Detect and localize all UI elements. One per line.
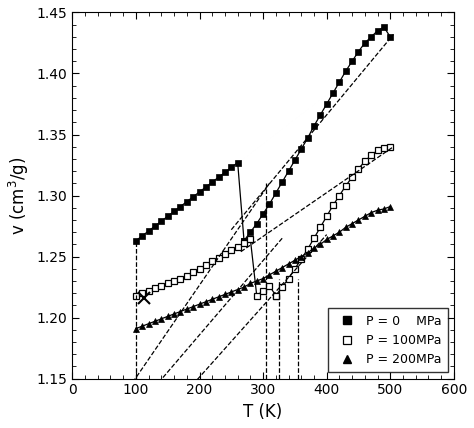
Y-axis label: v (cm$^3$/g): v (cm$^3$/g) — [7, 156, 31, 235]
Legend: P = 0    MPa, P = 100MPa, P = 200MPa: P = 0 MPa, P = 100MPa, P = 200MPa — [328, 309, 447, 372]
X-axis label: T (K): T (K) — [244, 403, 283, 421]
